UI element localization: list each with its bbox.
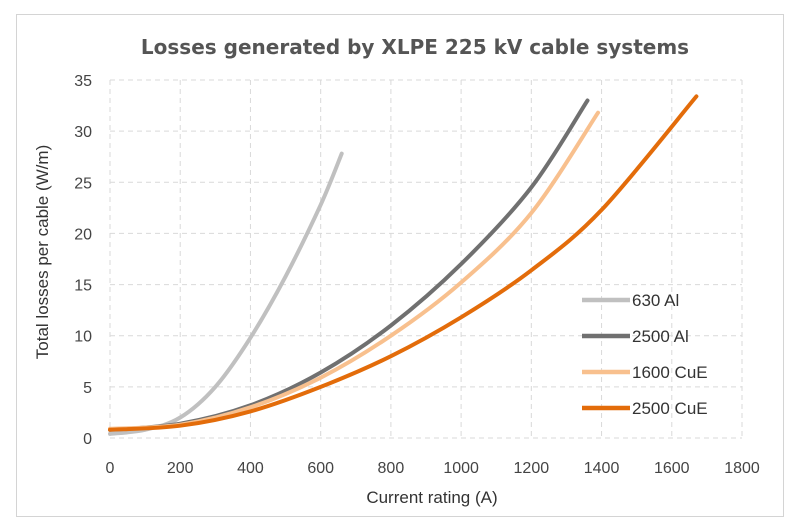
y-tick-label: 10 xyxy=(74,329,92,346)
x-tick-label: 1400 xyxy=(584,460,620,477)
legend-label: 630 Al xyxy=(632,291,679,310)
series-group xyxy=(108,94,699,436)
y-axis-label: Total losses per cable (W/m) xyxy=(33,145,52,359)
legend-label: 2500 CuE xyxy=(632,399,708,418)
y-axis-ticks: 0 5 10 15 20 25 30 35 xyxy=(74,73,92,448)
x-tick-label: 0 xyxy=(106,460,115,477)
x-axis-label: Current rating (A) xyxy=(366,488,497,507)
x-tick-label: 400 xyxy=(237,460,264,477)
x-tick-label: 1000 xyxy=(443,460,479,477)
x-tick-label: 200 xyxy=(167,460,194,477)
chart-title: Losses generated by XLPE 225 kV cable sy… xyxy=(141,35,689,59)
y-tick-label: 15 xyxy=(74,278,92,295)
x-tick-label: 1600 xyxy=(654,460,690,477)
y-tick-label: 0 xyxy=(83,431,92,448)
chart-frame xyxy=(16,14,784,517)
y-tick-label: 30 xyxy=(74,124,92,141)
legend-label: 1600 CuE xyxy=(632,363,708,382)
x-tick-label: 800 xyxy=(378,460,405,477)
legend-label: 2500 Al xyxy=(632,327,689,346)
x-axis-ticks: 0 200 400 600 800 1000 1200 1400 1600 1800 xyxy=(106,460,760,477)
y-tick-label: 35 xyxy=(74,73,92,90)
x-tick-label: 1800 xyxy=(724,460,760,477)
y-tick-label: 25 xyxy=(74,175,92,192)
x-tick-label: 1200 xyxy=(514,460,550,477)
legend: 630 Al 2500 Al 1600 CuE 2500 CuE xyxy=(582,291,708,418)
x-tick-label: 600 xyxy=(307,460,334,477)
series-line-2500-al xyxy=(108,98,590,432)
y-tick-label: 20 xyxy=(74,226,92,243)
grid xyxy=(109,79,743,439)
y-tick-label: 5 xyxy=(83,380,92,397)
series-line-1600-cue xyxy=(108,110,600,431)
series-line-2500-cue xyxy=(108,94,699,432)
